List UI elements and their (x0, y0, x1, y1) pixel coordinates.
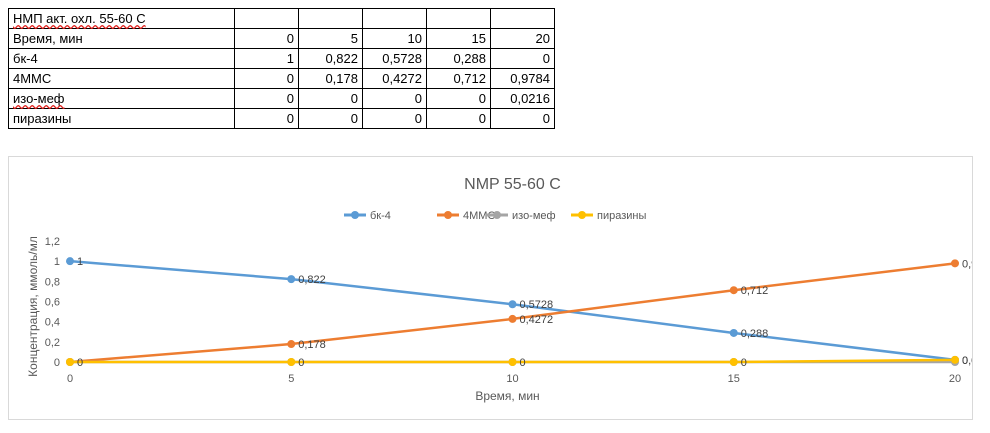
table-cell: 1 (234, 48, 299, 69)
table-cell: 0,4272 (362, 68, 427, 89)
table-row: изо-меф 0 0 0 0 0,0216 (8, 88, 555, 109)
table-cell: 0,822 (298, 48, 363, 69)
table-row-label: бк-4 (8, 48, 235, 69)
legend-label-3: пиразины (597, 210, 646, 222)
data-point-3 (66, 358, 74, 366)
table-header-cell: 5 (298, 28, 363, 49)
table-header-cell: 15 (426, 28, 491, 49)
chart-title: NMP 55-60 C (464, 176, 561, 193)
data-label-3: 0 (741, 357, 747, 369)
y-tick-label: 0,6 (45, 297, 60, 309)
legend-label-1: 4ММС (463, 210, 495, 222)
table-cell: 0,5728 (362, 48, 427, 69)
table-header-cell: 10 (362, 28, 427, 49)
table-title-row: НМП акт. охл. 55-60 С (8, 8, 555, 29)
table-header-row: Время, мин 0 5 10 15 20 (8, 28, 555, 49)
data-label-0: 0,0216 (962, 355, 972, 367)
data-point-1 (951, 259, 959, 268)
data-label-0: 0,822 (298, 274, 326, 286)
data-point-0 (66, 257, 74, 266)
data-label-1: 0,712 (741, 285, 769, 297)
data-label-0: 0,5728 (520, 299, 554, 311)
y-tick-label: 0,2 (45, 337, 60, 349)
data-label-3: 0 (520, 357, 526, 369)
table-cell: 0 (234, 88, 299, 109)
line-chart: NMP 55-60 C бк-4 4ММС изо-меф пиразины 0 0,2 0,… (26, 176, 972, 403)
table-cell: 0 (298, 108, 363, 129)
table-cell: 0 (298, 88, 363, 109)
table-header-cell: 0 (234, 28, 299, 49)
legend-label-2: изо-меф (512, 210, 556, 222)
table-row: пиразины 0 0 0 0 0 (8, 108, 555, 129)
data-label-3: 0 (962, 355, 968, 367)
x-tick-label: 10 (506, 373, 518, 385)
data-label-1: 0,4272 (520, 314, 554, 326)
data-point-0 (287, 275, 296, 284)
data-table: НМП акт. охл. 55-60 С Время, мин 0 5 10 … (8, 8, 555, 129)
table-cell: 0,178 (298, 68, 363, 89)
table-cell (234, 8, 299, 29)
table-cell (298, 8, 363, 29)
legend-marker-1 (444, 211, 452, 219)
table-row: 4ММС 0 0,178 0,4272 0,712 0,9784 (8, 68, 555, 89)
x-tick-label: 5 (288, 373, 294, 385)
x-tick-label: 20 (949, 373, 961, 385)
data-point-3 (508, 358, 517, 366)
table-cell: 0,288 (426, 48, 491, 69)
table-cell: 0 (234, 108, 299, 129)
data-label-3: 0 (298, 357, 304, 369)
data-point-1 (508, 314, 517, 323)
data-label-3: 0 (77, 357, 83, 369)
data-label-0: 1 (77, 256, 83, 268)
legend-marker-0 (351, 211, 359, 219)
table-cell: 0 (490, 108, 555, 129)
table-row-label: пиразины (8, 108, 235, 129)
series-line-1 (69, 262, 956, 364)
data-point-3 (729, 358, 738, 366)
table-cell: 0 (362, 108, 427, 129)
y-tick-label: 0,8 (45, 276, 60, 288)
table-row-label: 4ММС (8, 68, 235, 89)
legend-marker-3 (578, 211, 586, 219)
table-cell: 0 (426, 88, 491, 109)
data-point-1 (729, 286, 738, 295)
data-point-1 (287, 340, 296, 349)
table-row-label-text: изо-меф (13, 91, 65, 106)
table-cell: 0 (362, 88, 427, 109)
y-axis-title: Концентрация, ммоль/мл (26, 236, 40, 377)
data-label-1: 0,9784 (962, 258, 972, 270)
table-cell: 0,712 (426, 68, 491, 89)
series-line-0 (69, 259, 956, 362)
chart-area[interactable]: NMP 55-60 C бк-4 4ММС изо-меф пиразины 0 0,2 0,… (8, 156, 973, 420)
table-header-cell: 20 (490, 28, 555, 49)
y-tick-label: 0,4 (45, 317, 60, 329)
table-row-label: изо-меф (8, 88, 235, 109)
table-row: бк-4 1 0,822 0,5728 0,288 0 (8, 48, 555, 69)
data-point-3 (951, 355, 959, 364)
x-tick-label: 0 (67, 373, 73, 385)
table-cell: 0,9784 (490, 68, 555, 89)
y-tick-label: 1,2 (45, 236, 60, 248)
data-label-1: 0,178 (298, 339, 326, 351)
x-axis-title: Время, мин (475, 389, 539, 403)
legend-marker-2 (493, 211, 501, 219)
y-tick-label: 0 (54, 357, 60, 369)
x-tick-label: 15 (728, 373, 740, 385)
y-tick-label: 1 (54, 256, 60, 268)
table-cell: 0 (490, 48, 555, 69)
table-cell: 0 (234, 68, 299, 89)
legend-label-0: бк-4 (370, 210, 391, 222)
data-point-0 (729, 328, 738, 337)
table-cell (490, 8, 555, 29)
table-cell (426, 8, 491, 29)
table-cell: 0 (426, 108, 491, 129)
table-cell: 0,0216 (490, 88, 555, 109)
data-point-3 (287, 358, 296, 366)
table-cell (362, 8, 427, 29)
data-label-0: 0,288 (741, 328, 769, 340)
data-point-0 (508, 300, 517, 309)
table-title: НМП акт. охл. 55-60 С (8, 8, 235, 29)
table-header-label: Время, мин (8, 28, 235, 49)
table-title-text: НМП акт. охл. 55-60 С (13, 11, 146, 26)
